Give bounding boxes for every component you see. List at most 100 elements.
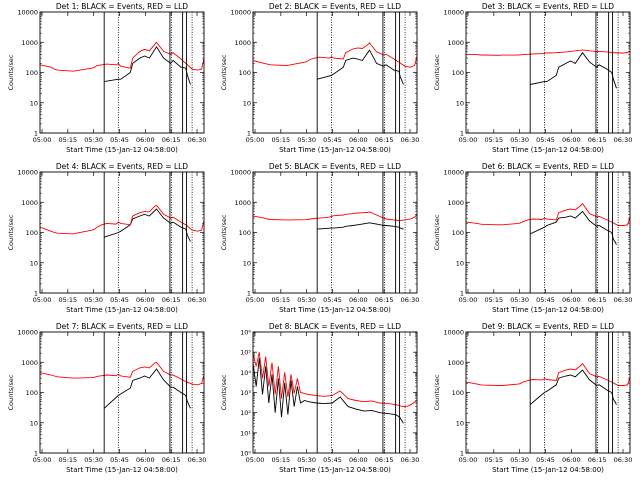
x-tick-label: 06:00: [136, 296, 155, 304]
x-tick-label: 06:30: [401, 136, 420, 144]
x-tick-label: 05:45: [536, 296, 555, 304]
y-tick-label: 10⁶: [240, 329, 251, 337]
events-series-line: [529, 369, 617, 405]
panel-title: Det 1: BLACK = Events, RED = LLD: [56, 2, 188, 11]
plot-frame: [39, 11, 205, 134]
x-tick-label: 06:00: [562, 136, 581, 144]
lld-series-line: [40, 41, 204, 72]
y-axis-label: Counts/sec: [220, 214, 228, 250]
events-series-line: [317, 49, 404, 85]
x-tick-label: 06:00: [562, 296, 581, 304]
x-tick-label: 05:00: [459, 296, 478, 304]
x-tick-label: 05:15: [484, 296, 503, 304]
lld-series-line: [466, 362, 630, 386]
y-axis-label: Counts/sec: [7, 374, 15, 410]
x-tick-label: 05:45: [536, 136, 555, 144]
x-tick-label: 06:00: [562, 456, 581, 464]
detector-panel-6: Det 6: BLACK = Events, RED = LLD Counts/s…: [433, 162, 632, 314]
x-tick-label: 06:15: [588, 136, 607, 144]
x-tick-label: 05:30: [510, 136, 529, 144]
detector-panel-4: Det 4: BLACK = Events, RED = LLD Counts/s…: [7, 162, 206, 314]
x-axis-label: Start Time (15-Jan-12 04:58:00): [279, 146, 391, 154]
x-tick-label: 05:15: [58, 136, 77, 144]
x-tick-label: 05:45: [110, 456, 129, 464]
x-tick-label: 06:30: [188, 456, 207, 464]
x-tick-label: 05:30: [297, 456, 316, 464]
lld-series-line: [466, 49, 630, 56]
x-tick-label: 06:15: [375, 456, 394, 464]
lld-series-line: [40, 204, 204, 235]
y-tick-label: 10: [456, 259, 464, 267]
x-tick-label: 06:00: [349, 296, 368, 304]
x-tick-label: 06:00: [136, 136, 155, 144]
y-tick-label: 10⁰: [240, 450, 251, 458]
y-tick-label: 10³: [240, 389, 251, 397]
lld-series-line: [253, 42, 417, 68]
y-tick-label: 100: [26, 389, 38, 397]
panel-title: Det 8: BLACK = Events, RED = LLD: [269, 322, 401, 331]
y-tick-label: 10000: [230, 169, 251, 177]
y-tick-label: 1: [34, 130, 38, 138]
x-tick-label: 06:30: [614, 136, 633, 144]
lld-series-line: [253, 211, 417, 221]
y-tick-label: 10: [30, 419, 38, 427]
events-series-line: [103, 368, 191, 409]
y-tick-label: 1000: [21, 199, 38, 207]
panel-title: Det 6: BLACK = Events, RED = LLD: [482, 162, 614, 171]
x-axis-label: Start Time (15-Jan-12 04:58:00): [492, 466, 604, 474]
events-series-line: [317, 222, 404, 230]
plot-frame: [39, 331, 205, 454]
lld-series-line: [40, 361, 204, 386]
plot-frame: [465, 171, 631, 294]
y-tick-label: 1: [460, 450, 464, 458]
y-axis-label: Counts/sec: [7, 214, 15, 250]
plot-frame: [252, 11, 418, 134]
detector-panel-1: Det 1: BLACK = Events, RED = LLD Counts/s…: [7, 2, 206, 154]
y-tick-label: 10: [243, 99, 251, 107]
y-tick-label: 100: [239, 229, 251, 237]
y-tick-label: 10: [456, 99, 464, 107]
x-tick-label: 05:00: [33, 296, 52, 304]
y-tick-label: 1: [247, 130, 251, 138]
x-tick-label: 05:15: [484, 136, 503, 144]
plot-frame: [252, 331, 418, 454]
panel-title: Det 4: BLACK = Events, RED = LLD: [56, 162, 188, 171]
x-axis-label: Start Time (15-Jan-12 04:58:00): [66, 146, 178, 154]
x-tick-label: 06:30: [188, 296, 207, 304]
y-tick-label: 100: [239, 69, 251, 77]
y-tick-label: 1: [247, 290, 251, 298]
x-tick-label: 05:45: [110, 136, 129, 144]
events-series-line: [253, 358, 404, 424]
y-tick-label: 100: [452, 69, 464, 77]
plot-frame: [39, 171, 205, 294]
events-series-line: [530, 51, 617, 89]
y-tick-label: 1: [34, 290, 38, 298]
x-tick-label: 05:00: [246, 456, 265, 464]
x-tick-label: 06:15: [375, 136, 394, 144]
x-axis-label: Start Time (15-Jan-12 04:58:00): [66, 466, 178, 474]
x-tick-label: 06:30: [188, 136, 207, 144]
y-tick-label: 1000: [447, 199, 464, 207]
detector-panel-8: Det 8: BLACK = Events, RED = LLD Counts/s…: [220, 322, 419, 474]
y-tick-label: 10: [30, 99, 38, 107]
x-tick-label: 06:15: [162, 296, 181, 304]
detector-panel-3: Det 3: BLACK = Events, RED = LLD Counts/s…: [433, 2, 632, 154]
x-tick-label: 05:15: [271, 296, 290, 304]
y-tick-label: 100: [452, 389, 464, 397]
x-tick-label: 06:30: [401, 296, 420, 304]
detector-panel-5: Det 5: BLACK = Events, RED = LLD Counts/s…: [220, 162, 419, 314]
x-tick-label: 06:00: [136, 456, 155, 464]
y-axis-label: Counts/sec: [433, 54, 441, 90]
y-tick-label: 10⁴: [240, 369, 251, 377]
x-tick-label: 05:30: [84, 456, 103, 464]
y-tick-label: 100: [452, 229, 464, 237]
panel-title: Det 2: BLACK = Events, RED = LLD: [269, 2, 401, 11]
y-tick-label: 10²: [240, 409, 251, 417]
panel-title: Det 3: BLACK = Events, RED = LLD: [482, 2, 614, 11]
y-tick-label: 1000: [21, 39, 38, 47]
y-tick-label: 10000: [17, 329, 38, 337]
y-axis-label: Counts/sec: [7, 54, 15, 90]
x-tick-label: 06:00: [349, 136, 368, 144]
detector-panel-2: Det 2: BLACK = Events, RED = LLD Counts/s…: [220, 2, 419, 154]
x-tick-label: 05:45: [323, 296, 342, 304]
